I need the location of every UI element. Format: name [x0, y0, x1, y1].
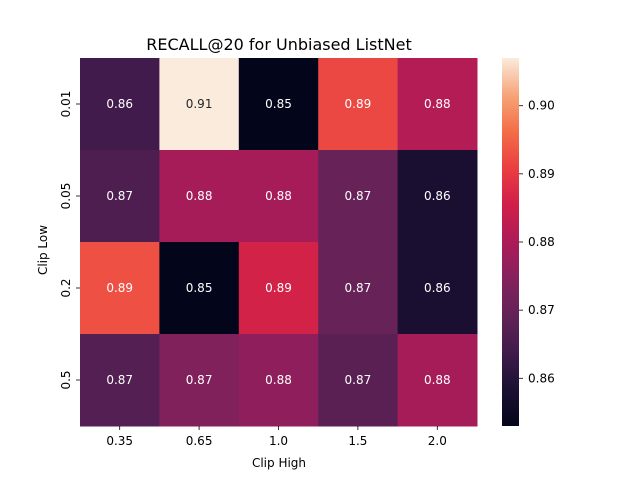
x-tick-label: 1.0 — [269, 434, 288, 448]
y-axis-label: Clip Low — [36, 225, 50, 275]
x-axis-label: Clip High — [252, 456, 306, 470]
y-tick-label: 0.05 — [59, 183, 73, 210]
y-tick-label: 0.5 — [59, 370, 73, 389]
cell-value-label: 0.87 — [345, 373, 372, 387]
colorbar — [502, 58, 519, 426]
heatmap-cell — [80, 58, 160, 151]
colorbar-tick-label: 0.88 — [528, 235, 555, 249]
heatmap-cell — [397, 334, 478, 427]
heatmap-cell — [159, 242, 240, 335]
heatmap-cell — [80, 242, 160, 335]
heatmap-cells: 0.86 0.91 0.85 0.89 0.88 0.87 0.88 0.88 0.87 0.86… — [80, 58, 478, 427]
heatmap-cell — [397, 242, 478, 335]
cell-value-label: 0.88 — [265, 189, 292, 203]
heatmap-cell — [318, 242, 399, 335]
cell-value-label: 0.88 — [186, 189, 213, 203]
chart-title: RECALL@20 for Unbiased ListNet — [146, 35, 411, 54]
heatmap-cell — [397, 150, 478, 243]
heatmap-cell — [318, 150, 399, 243]
cell-value-label: 0.88 — [265, 373, 292, 387]
heatmap-cell — [238, 334, 319, 427]
heatmap-cell — [238, 58, 319, 151]
heatmap-cell — [397, 58, 478, 151]
heatmap-cell — [318, 58, 399, 151]
colorbar-tick-label: 0.89 — [528, 167, 555, 181]
colorbar-tick-label: 0.90 — [528, 99, 555, 113]
heatmap-cell — [238, 150, 319, 243]
cell-value-label: 0.87 — [106, 373, 133, 387]
cell-value-label: 0.86 — [424, 281, 451, 295]
cell-value-label: 0.86 — [106, 97, 133, 111]
colorbar-tick-label: 0.87 — [528, 303, 555, 317]
cell-value-label: 0.87 — [186, 373, 213, 387]
heatmap-cell — [80, 334, 160, 427]
cell-value-label: 0.87 — [106, 189, 133, 203]
x-tick-label: 0.65 — [186, 434, 213, 448]
cell-value-label: 0.87 — [345, 189, 372, 203]
x-tick-label: 0.35 — [106, 434, 133, 448]
cell-value-label: 0.89 — [265, 281, 292, 295]
heatmap-cell — [318, 334, 399, 427]
cell-value-label: 0.89 — [106, 281, 133, 295]
cell-value-label: 0.85 — [186, 281, 213, 295]
heatmap-cell — [159, 334, 240, 427]
cell-value-label: 0.88 — [424, 373, 451, 387]
cell-value-label: 0.85 — [265, 97, 292, 111]
y-tick-label: 0.01 — [59, 91, 73, 118]
heatmap-cell — [159, 58, 240, 151]
x-axis-ticks: 0.35 0.65 1.0 1.5 2.0 — [106, 426, 447, 448]
cell-value-label: 0.86 — [424, 189, 451, 203]
x-tick-label: 2.0 — [428, 434, 447, 448]
cell-value-label: 0.87 — [345, 281, 372, 295]
colorbar-tick-label: 0.86 — [528, 371, 555, 385]
cell-value-label: 0.89 — [345, 97, 372, 111]
cell-value-label: 0.91 — [186, 97, 213, 111]
heatmap-cell — [238, 242, 319, 335]
y-axis-ticks: 0.01 0.05 0.2 0.5 — [59, 91, 80, 390]
cell-value-label: 0.88 — [424, 97, 451, 111]
y-tick-label: 0.2 — [59, 278, 73, 297]
x-tick-label: 1.5 — [348, 434, 367, 448]
heatmap-cell — [80, 150, 160, 243]
colorbar-ticks: 0.86 0.87 0.88 0.89 0.90 — [519, 99, 555, 385]
heatmap-cell — [159, 150, 240, 243]
